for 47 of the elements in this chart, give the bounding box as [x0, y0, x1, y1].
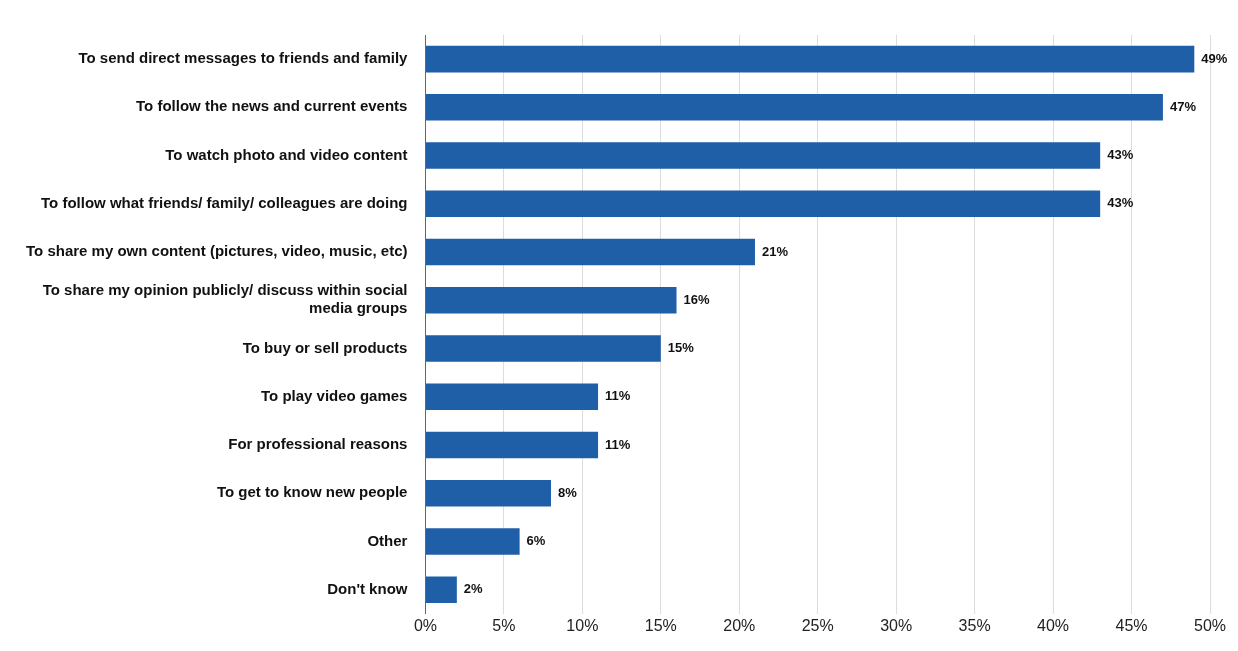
bar	[425, 142, 1101, 169]
data-label: 16%	[683, 291, 710, 307]
bar	[425, 190, 1101, 218]
data-label: 2%	[463, 581, 484, 597]
bar	[425, 45, 1195, 73]
x-tick-label: 45%	[1115, 616, 1148, 634]
y-tick-label: Don't know	[327, 579, 408, 597]
y-tick-label: For professional reasons	[228, 435, 408, 453]
y-tick-label: To watch photo and video content	[165, 145, 408, 163]
bar	[425, 528, 520, 555]
x-tick-label: 35%	[958, 616, 991, 634]
x-tick-label: 40%	[1037, 616, 1070, 634]
bar	[425, 287, 677, 314]
bar	[425, 576, 457, 603]
data-label: 47%	[1169, 98, 1197, 114]
y-tick-label: To buy or sell products	[242, 338, 408, 356]
x-tick-label: 10%	[566, 616, 599, 634]
y-tick-label: To send direct messages to friends and family	[78, 49, 409, 67]
bar	[425, 238, 755, 266]
data-label: 43%	[1107, 147, 1134, 163]
x-tick-label: 25%	[801, 616, 834, 634]
y-tick-label: To share my own content (pictures, video, music, etc)	[26, 242, 408, 260]
data-label: 49%	[1201, 50, 1228, 66]
bar	[425, 94, 1163, 121]
y-tick-label: To follow the news and current events	[136, 97, 408, 115]
data-label: 8%	[557, 484, 578, 500]
bar	[425, 431, 599, 459]
y-tick-label: To play video games	[261, 386, 408, 404]
data-label: 43%	[1107, 195, 1134, 211]
x-tick-label: 20%	[723, 616, 756, 634]
bar	[425, 335, 661, 362]
y-tick-label: To follow what friends/ family/ colleagues are doing	[41, 193, 408, 211]
x-tick-label: 50%	[1193, 616, 1227, 634]
x-tick-label: 0%	[413, 616, 438, 634]
data-label: 11%	[605, 436, 631, 452]
y-tick-label: To get to know new people	[216, 483, 408, 501]
x-tick-label: 30%	[880, 616, 913, 634]
y-tick-label: To share my opinion publicly/ discuss within social media groups	[42, 281, 408, 317]
data-label: 21%	[761, 243, 789, 259]
x-tick-label: 5%	[492, 616, 516, 634]
bar	[425, 383, 599, 411]
bar	[425, 479, 551, 507]
y-tick-label: Other	[367, 531, 408, 549]
data-label: 6%	[526, 533, 546, 549]
data-label: 15%	[667, 340, 695, 356]
data-label: 11%	[605, 388, 631, 404]
x-tick-label: 15%	[644, 616, 677, 634]
